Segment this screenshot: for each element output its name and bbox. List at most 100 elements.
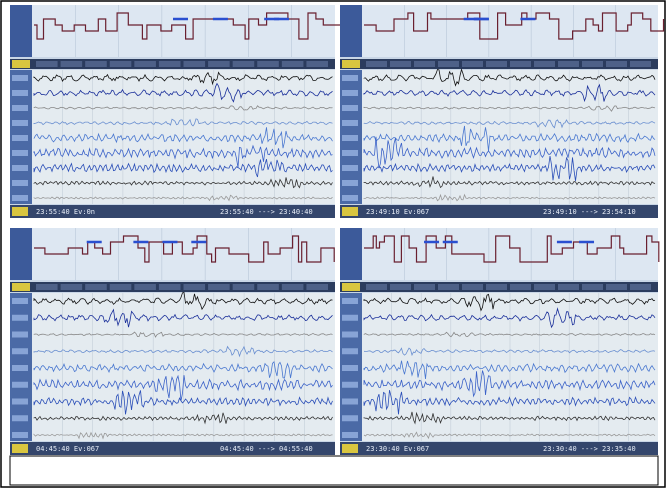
status-right: 23:55:40 ---> 23:40:40 <box>220 208 313 216</box>
toolbar-cell <box>582 284 603 290</box>
toolbar-cell <box>282 61 304 67</box>
toolbar-cell <box>510 284 531 290</box>
status-right: 04:45:40 ---> 04:55:40 <box>220 445 313 453</box>
channel-tag <box>342 120 358 126</box>
hypnogram-axis <box>10 5 32 57</box>
toolbar-cell <box>486 61 507 67</box>
channel-tag <box>12 432 28 438</box>
toolbar-cell <box>257 284 279 290</box>
screen-panel: 23:49:10 Ev:067 23:49:10 ---> 23:54:10 <box>340 5 664 218</box>
status-right: 23:49:10 ---> 23:54:10 <box>543 208 636 216</box>
status-right: 23:30:40 ---> 23:35:40 <box>543 445 636 453</box>
toolbar-cell <box>630 61 651 67</box>
toolbar-cell <box>306 284 328 290</box>
toolbar-cell <box>61 284 83 290</box>
toolbar-cell <box>159 61 181 67</box>
channel-tag <box>342 75 358 81</box>
status-badge <box>342 444 358 453</box>
status-badge <box>12 207 28 216</box>
channel-tag <box>342 180 358 186</box>
toolbar-cell <box>85 61 107 67</box>
status-badge <box>342 207 358 216</box>
toolbar-cell <box>534 284 555 290</box>
channel-tag <box>12 105 28 111</box>
toolbar-cell <box>582 61 603 67</box>
screen-panel: 04:45:40 Ev:06704:45:40 ---> 04:55:40 <box>10 228 335 455</box>
channel-tag <box>342 365 358 371</box>
toolbar-cell <box>462 284 483 290</box>
channel-tag <box>342 332 358 338</box>
channel-tag <box>12 90 28 96</box>
toolbar-cell <box>282 284 304 290</box>
channel-tag <box>342 315 358 321</box>
channel-tag <box>12 365 28 371</box>
status-left: 23:55:40 Ev:0n <box>36 208 95 216</box>
toolbar-cell <box>606 284 627 290</box>
channel-tag <box>12 382 28 388</box>
channel-tag <box>12 135 28 141</box>
channel-tag <box>342 298 358 304</box>
toolbar-cell <box>558 61 579 67</box>
caption-box <box>10 456 658 485</box>
channel-tag <box>342 150 358 156</box>
channel-tag <box>12 315 28 321</box>
channel-tag <box>12 399 28 405</box>
channel-tag <box>342 415 358 421</box>
toolbar-cell <box>233 61 255 67</box>
toolbar-cell <box>414 284 435 290</box>
toolbar-cell <box>85 284 107 290</box>
channel-tag <box>342 382 358 388</box>
status-badge <box>12 444 28 453</box>
channel-tag <box>12 298 28 304</box>
figure: 23:55:40 Ev:0n 23:55:40 ---> 23:40:40 23:4… <box>0 0 666 488</box>
toolbar-cell <box>110 284 132 290</box>
toolbar-cell <box>366 284 387 290</box>
toolbar-cell <box>510 61 531 67</box>
toolbar-cell <box>36 284 58 290</box>
toolbar-cell <box>208 284 230 290</box>
toolbar-cell <box>390 284 411 290</box>
status-left: 23:49:10 Ev:067 <box>366 208 429 216</box>
channel-tag <box>12 165 28 171</box>
toolbar-cell <box>414 61 435 67</box>
toolbar-button <box>342 283 360 291</box>
toolbar-cell <box>233 284 255 290</box>
toolbar-cell <box>366 61 387 67</box>
toolbar-cell <box>558 284 579 290</box>
channel-tag <box>342 90 358 96</box>
toolbar-cell <box>110 61 132 67</box>
toolbar-button <box>342 60 360 68</box>
screen-panel: 23:55:40 Ev:0n 23:55:40 ---> 23:40:40 <box>10 5 341 218</box>
toolbar-cell <box>630 284 651 290</box>
toolbar-cell <box>134 284 156 290</box>
status-left: 23:30:40 Ev:067 <box>366 445 429 453</box>
channel-tag <box>12 195 28 201</box>
channel-tag <box>342 195 358 201</box>
channel-tag <box>342 432 358 438</box>
toolbar-cell <box>36 61 58 67</box>
hypnogram-axis <box>340 228 362 280</box>
hypnogram-axis <box>10 228 32 280</box>
channel-tag <box>12 180 28 186</box>
channel-tag <box>342 399 358 405</box>
channel-tag <box>12 415 28 421</box>
channel-tag <box>12 75 28 81</box>
toolbar-button <box>12 60 30 68</box>
channel-tag <box>342 105 358 111</box>
toolbar-cell <box>208 61 230 67</box>
toolbar-cell <box>534 61 555 67</box>
channel-tag <box>342 165 358 171</box>
toolbar-cell <box>257 61 279 67</box>
channel-tag <box>12 150 28 156</box>
channel-tag <box>342 135 358 141</box>
channel-tag <box>12 120 28 126</box>
toolbar-cell <box>306 61 328 67</box>
toolbar-cell <box>606 61 627 67</box>
toolbar-cell <box>184 284 206 290</box>
toolbar-cell <box>438 61 459 67</box>
toolbar-cell <box>61 61 83 67</box>
toolbar-cell <box>486 284 507 290</box>
screen-panel: 23:30:40 Ev:067 23:30:40 ---> 23:35:40 <box>340 228 659 455</box>
toolbar-cell <box>462 61 483 67</box>
hypnogram-axis <box>340 5 362 57</box>
